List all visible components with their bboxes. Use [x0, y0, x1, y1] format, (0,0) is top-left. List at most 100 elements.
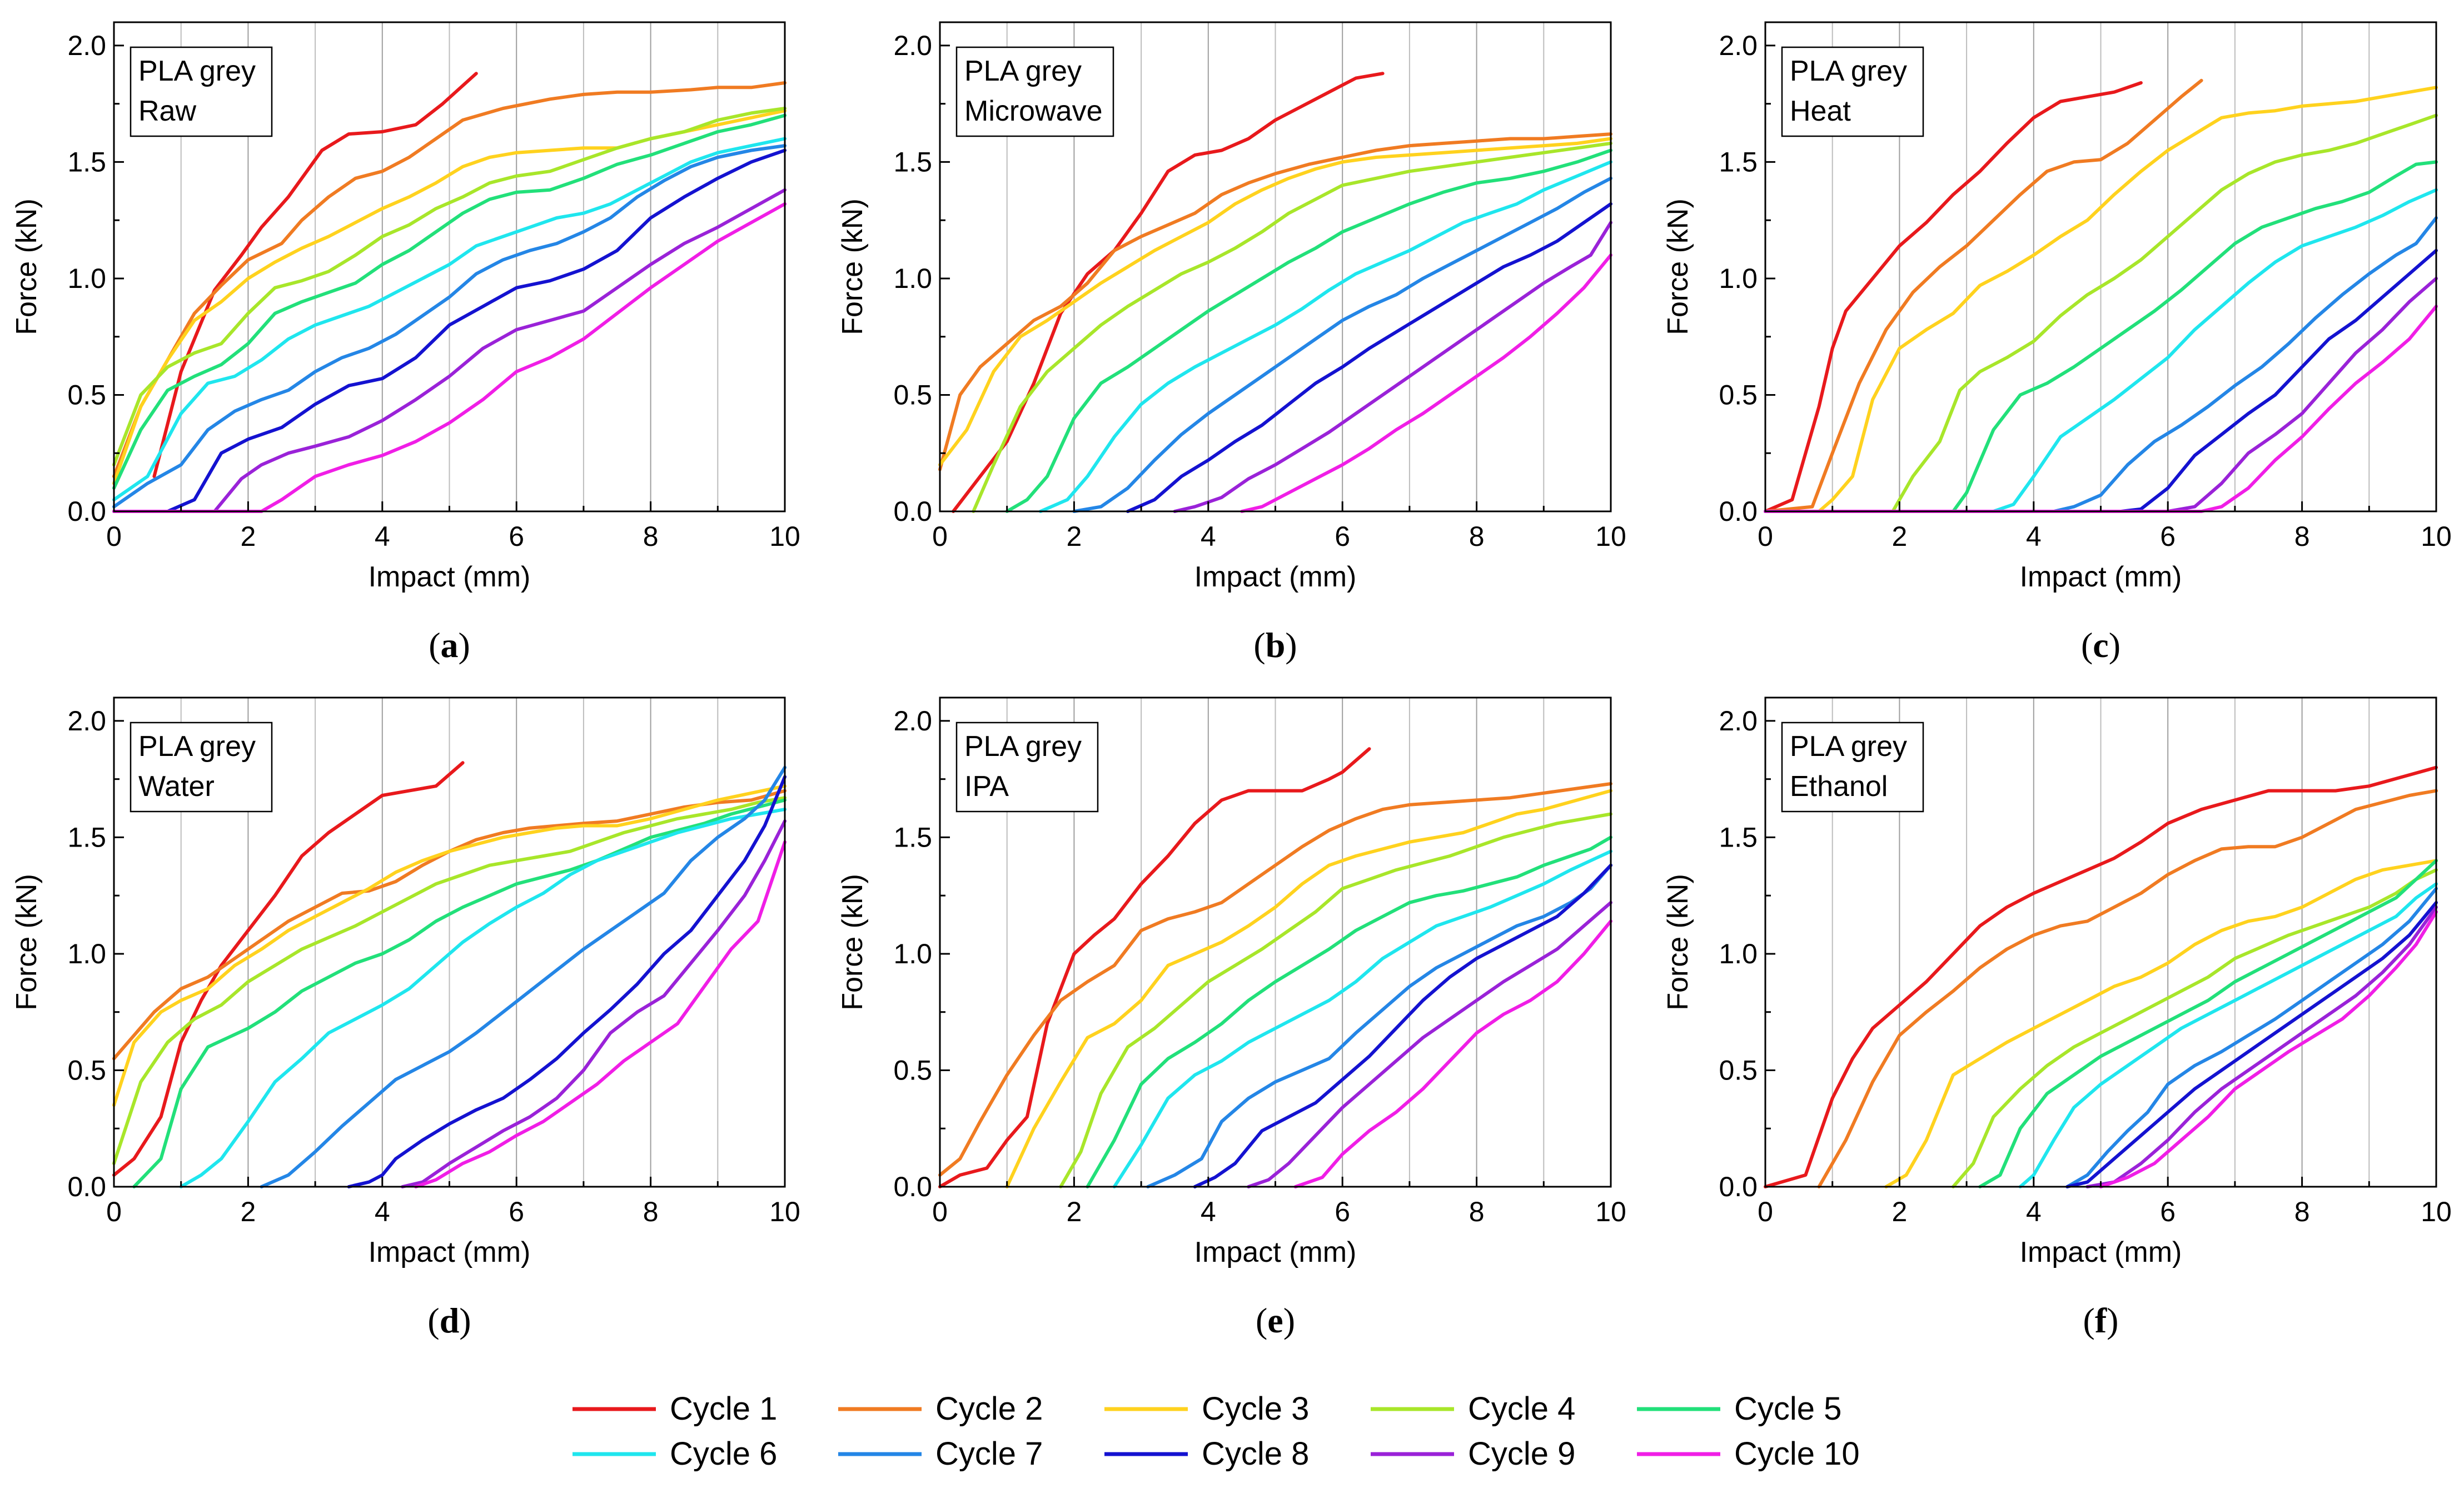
series-line-cycle-5 — [1005, 148, 1612, 513]
y-tick-label: 0.0 — [893, 1171, 932, 1202]
y-tick-label: 2.0 — [1719, 705, 1758, 736]
y-tick-label: 1.0 — [1719, 938, 1758, 969]
y-tick-label: 2.0 — [67, 30, 106, 61]
x-tick-label: 2 — [1066, 1196, 1082, 1227]
series-line-cycle-7 — [1146, 863, 1612, 1188]
series-line-cycle-2 — [1817, 789, 2438, 1188]
series-line-cycle-6 — [1039, 160, 1612, 513]
chart-panel-6: 0 2 4 6 8 10 0.0 0.5 1.0 1.5 2.0 Impact (mm) Force (… — [1662, 696, 2452, 1340]
chart-panel-1: 0 2 4 6 8 10 0.0 0.5 1.0 1.5 2.0 Impact (mm) Force (… — [11, 21, 800, 665]
y-tick-label: 0.5 — [893, 1054, 932, 1086]
series-line-cycle-7 — [1764, 216, 2438, 513]
annotation-text: PLA grey — [138, 55, 256, 87]
series-line-cycle-9 — [2085, 905, 2438, 1188]
series-line-cycle-10 — [1764, 305, 2438, 513]
annotation-text: Ethanol — [1790, 770, 1888, 803]
series-line-cycle-8 — [2065, 900, 2438, 1188]
x-tick-label: 0 — [1758, 521, 1773, 552]
x-tick-label: 6 — [2160, 521, 2176, 552]
annotation-box: PLA grey Water — [130, 721, 273, 813]
annotation-text: IPA — [964, 770, 1009, 803]
legend-label: Cycle 5 — [1734, 1391, 1841, 1427]
annotation-box: PLA grey Ethanol — [1781, 721, 1924, 813]
series-line-cycle-5 — [132, 798, 787, 1188]
series-line-cycle-8 — [1126, 202, 1612, 513]
chart-panels: 0 2 4 6 8 10 0.0 0.5 1.0 1.5 2.0 Impact (mm) Force (… — [11, 21, 2452, 1340]
y-tick-label: 0.0 — [67, 496, 106, 527]
panel-sublabel: (a) — [429, 625, 470, 665]
series-line-cycle-2 — [938, 782, 1612, 1177]
annotation-frame — [130, 46, 273, 137]
legend-label: Cycle 7 — [935, 1436, 1043, 1472]
series-line-cycle-10 — [1293, 919, 1612, 1188]
panel-sublabel: (d) — [427, 1301, 471, 1340]
series-line-cycle-6 — [112, 137, 787, 501]
annotation-text: Microwave — [964, 95, 1103, 127]
series-line-cycle-3 — [1884, 859, 2438, 1188]
annotation-text: PLA grey — [138, 730, 256, 763]
y-tick-label: 0.0 — [67, 1171, 106, 1202]
annotation-text: PLA grey — [964, 55, 1082, 87]
annotation-frame — [1781, 721, 1924, 813]
series-line-cycle-7 — [260, 765, 787, 1188]
x-axis-label: Impact (mm) — [1194, 1236, 1357, 1268]
x-tick-label: 4 — [375, 521, 390, 552]
series-line-cycle-4 — [1764, 113, 2438, 513]
annotation-box: PLA grey Heat — [1781, 46, 1924, 137]
annotation-frame — [955, 721, 1099, 813]
series-line-cycle-7 — [112, 144, 787, 509]
series-line-cycle-4 — [1952, 868, 2438, 1188]
legend-item-cycle-4: Cycle 4 — [1371, 1391, 1575, 1427]
x-tick-label: 8 — [643, 1196, 659, 1227]
x-tick-label: 2 — [1066, 521, 1082, 552]
legend-item-cycle-3: Cycle 3 — [1104, 1391, 1309, 1427]
x-tick-label: 10 — [1595, 521, 1626, 552]
x-tick-label: 0 — [932, 1196, 948, 1227]
series-line-cycle-9 — [401, 819, 787, 1188]
y-tick-label: 1.5 — [67, 822, 106, 853]
y-tick-label: 0.5 — [67, 379, 106, 410]
series-line-cycle-1 — [1764, 81, 2143, 513]
annotation-box: PLA grey Microwave — [955, 46, 1114, 137]
annotation-text: PLA grey — [1790, 55, 1907, 87]
x-tick-label: 4 — [1201, 1196, 1216, 1227]
series-line-cycle-10 — [414, 840, 787, 1188]
x-axis-label: Impact (mm) — [2020, 1236, 2182, 1268]
series-line-cycle-10 — [2099, 910, 2438, 1188]
y-tick-label: 1.5 — [67, 146, 106, 177]
annotation-box: PLA grey IPA — [955, 721, 1099, 813]
x-tick-label: 2 — [1891, 1196, 1907, 1227]
legend-label: Cycle 9 — [1468, 1436, 1575, 1472]
y-tick-label: 1.0 — [67, 938, 106, 969]
series-line-cycle-3 — [1005, 789, 1612, 1188]
series-line-cycle-4 — [972, 141, 1612, 513]
x-axis-label: Impact (mm) — [1194, 561, 1357, 593]
series-line-cycle-10 — [1240, 253, 1612, 513]
x-tick-label: 2 — [1891, 521, 1907, 552]
series-line-cycle-8 — [347, 775, 787, 1188]
y-tick-label: 1.0 — [893, 263, 932, 294]
x-tick-label: 4 — [2026, 521, 2042, 552]
chart-panel-4: 0 2 4 6 8 10 0.0 0.5 1.0 1.5 2.0 Impact (mm) Force (… — [11, 696, 800, 1340]
series-line-cycle-6 — [2018, 882, 2438, 1188]
y-tick-label: 0.5 — [1719, 379, 1758, 410]
series-line-cycle-3 — [1764, 86, 2438, 513]
x-tick-label: 8 — [2294, 521, 2310, 552]
series-line-cycle-4 — [112, 107, 787, 467]
y-tick-label: 0.0 — [1719, 496, 1758, 527]
series-line-cycle-2 — [112, 789, 787, 1061]
series-line-cycle-8 — [1764, 248, 2438, 513]
legend-item-cycle-6: Cycle 6 — [573, 1436, 777, 1472]
y-axis-label: Force (kN) — [1662, 198, 1694, 335]
x-axis-label: Impact (mm) — [369, 1236, 531, 1268]
series-line-cycle-2 — [938, 132, 1612, 471]
legend-item-cycle-8: Cycle 8 — [1104, 1436, 1309, 1472]
legend-item-cycle-7: Cycle 7 — [838, 1436, 1043, 1472]
x-tick-label: 4 — [375, 1196, 390, 1227]
legend-item-cycle-5: Cycle 5 — [1637, 1391, 1841, 1427]
x-tick-label: 0 — [932, 521, 948, 552]
chart-panel-2: 0 2 4 6 8 10 0.0 0.5 1.0 1.5 2.0 Impact (mm) Force (… — [837, 21, 1626, 665]
legend-label: Cycle 4 — [1468, 1391, 1575, 1427]
series-line-cycle-8 — [112, 148, 787, 513]
annotation-text: Water — [138, 770, 215, 803]
